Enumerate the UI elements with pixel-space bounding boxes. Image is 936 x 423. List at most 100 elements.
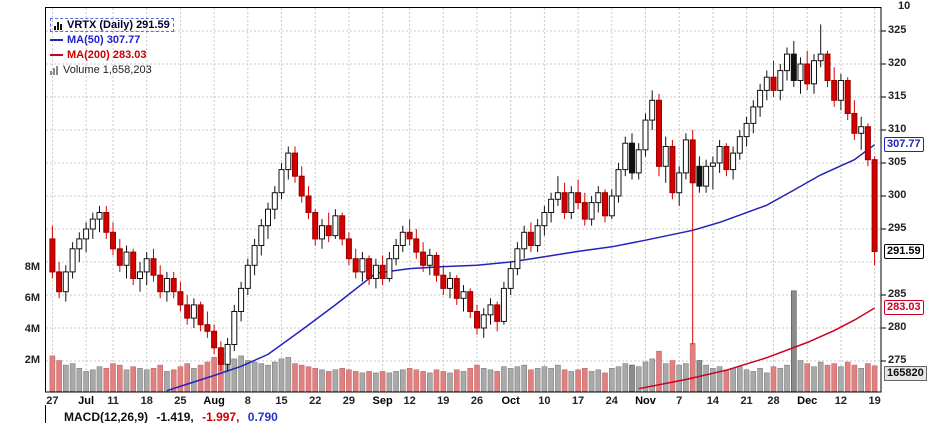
volume-bar [797, 360, 804, 392]
volume-bar [238, 355, 244, 392]
volume-bar [197, 364, 204, 392]
volume-bar [703, 364, 709, 392]
volume-bar [278, 358, 285, 392]
candle-body [130, 251, 137, 280]
price-callout-box: 283.03 [884, 300, 924, 315]
volume-bar [507, 367, 514, 392]
candle-body [163, 278, 170, 293]
candle-body [372, 264, 379, 279]
candle-body [716, 146, 723, 164]
candle-body [588, 202, 595, 220]
volume-bar [831, 363, 838, 392]
legend-symbol-row[interactable]: VRTX (Daily) 291.59 [50, 18, 174, 32]
volume-bar [534, 367, 541, 392]
candle-body [447, 278, 453, 289]
volume-axis-label: 2M [24, 353, 40, 366]
candle-body [581, 202, 588, 220]
volume-bar [501, 366, 507, 392]
volume-bar [433, 369, 440, 392]
volume-bar [548, 367, 554, 392]
candle-body [137, 271, 143, 279]
candle-body [568, 192, 575, 213]
legend-ma200-label: MA(200) 283.03 [67, 49, 147, 61]
candle-body [635, 149, 642, 174]
candle-body [217, 347, 224, 365]
candle-body [157, 274, 164, 293]
candle-body [770, 76, 777, 91]
candle-body [56, 271, 63, 293]
volume-bar [110, 363, 116, 392]
volume-bar [608, 367, 615, 392]
volume-bar [406, 367, 413, 392]
volume-bar [346, 369, 352, 392]
volume-axis-label: 8M [24, 260, 40, 273]
legend-ma50-row[interactable]: MA(50) 307.77 [50, 33, 140, 47]
candle-body [339, 215, 346, 240]
candle-body [292, 152, 298, 177]
candle-body [676, 172, 683, 194]
volume-bar [561, 369, 568, 392]
ma50-line [166, 144, 876, 392]
volume-bar [62, 364, 69, 392]
volume-bar [117, 364, 123, 392]
volume-bar [177, 366, 184, 392]
volume-bar [413, 369, 420, 392]
legend-ma200-row[interactable]: MA(200) 283.03 [50, 48, 147, 62]
volume-bar [750, 371, 757, 392]
candle-body [426, 254, 433, 266]
volume-bar [494, 371, 501, 392]
candle-body [406, 231, 413, 240]
volume-bar [689, 343, 696, 392]
candle-body [696, 165, 703, 187]
candle-body [669, 146, 676, 194]
volume-bar [83, 371, 89, 392]
volume-bar [251, 361, 258, 392]
volume-bar [399, 369, 406, 392]
volume-bar [817, 361, 824, 392]
legend-ma50-label: MA(50) 307.77 [67, 34, 141, 46]
candle-body [433, 254, 440, 276]
legend-volume-row[interactable]: Volume 1,658,203 [50, 63, 152, 77]
volume-bar [426, 372, 433, 392]
chart-legend: VRTX (Daily) 291.59 MA(50) 307.77 MA(200… [50, 18, 174, 78]
candle-body [366, 258, 373, 280]
candle-body [703, 165, 710, 187]
volume-bar [312, 367, 319, 392]
candle-body [231, 311, 238, 345]
candle-body [474, 311, 480, 329]
candle-body [723, 146, 730, 171]
candle-body [682, 139, 689, 174]
candle-body [622, 142, 629, 171]
candle-body [709, 162, 716, 167]
candle-body [736, 136, 743, 154]
price-axis-label: 325 [888, 24, 907, 36]
candle-body [608, 195, 615, 217]
candle-body [110, 231, 116, 250]
volume-bar [622, 363, 629, 392]
macd-hist-value: 0.790 [247, 410, 278, 423]
candle-body [420, 251, 427, 266]
candle-body [797, 63, 804, 81]
candle-body [757, 89, 764, 108]
volume-callout-box: 165820 [884, 366, 927, 381]
volume-bar [231, 358, 238, 392]
volume-bar [265, 364, 271, 392]
volume-bar [730, 367, 736, 392]
candle-body [62, 271, 69, 293]
volume-bar [804, 363, 811, 392]
candle-body [851, 113, 858, 134]
macd-label: MACD(12,26,9) [64, 410, 149, 423]
volume-bar [763, 372, 770, 392]
price-callout-box: 291.59 [884, 243, 924, 259]
candle-body [69, 248, 76, 273]
volume-bar [150, 367, 157, 392]
candle-body [615, 169, 622, 197]
candle-body [837, 80, 844, 101]
candle-body [298, 175, 305, 197]
volume-axis-label: 6M [24, 291, 40, 304]
candle-body [251, 245, 258, 266]
volume-bar [568, 371, 575, 392]
candle-body [379, 264, 386, 279]
